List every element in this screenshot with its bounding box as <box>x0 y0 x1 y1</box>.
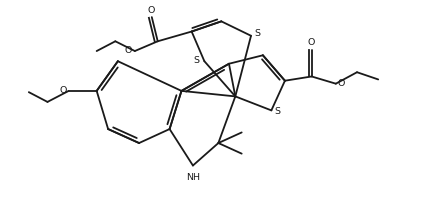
Text: NH: NH <box>186 173 200 182</box>
Text: O: O <box>308 38 315 47</box>
Text: O: O <box>338 79 345 88</box>
Text: O: O <box>147 6 155 15</box>
Text: O: O <box>59 86 67 95</box>
Text: O: O <box>124 46 131 55</box>
Text: S: S <box>254 29 260 38</box>
Text: S: S <box>275 107 281 116</box>
Text: S: S <box>193 56 199 65</box>
